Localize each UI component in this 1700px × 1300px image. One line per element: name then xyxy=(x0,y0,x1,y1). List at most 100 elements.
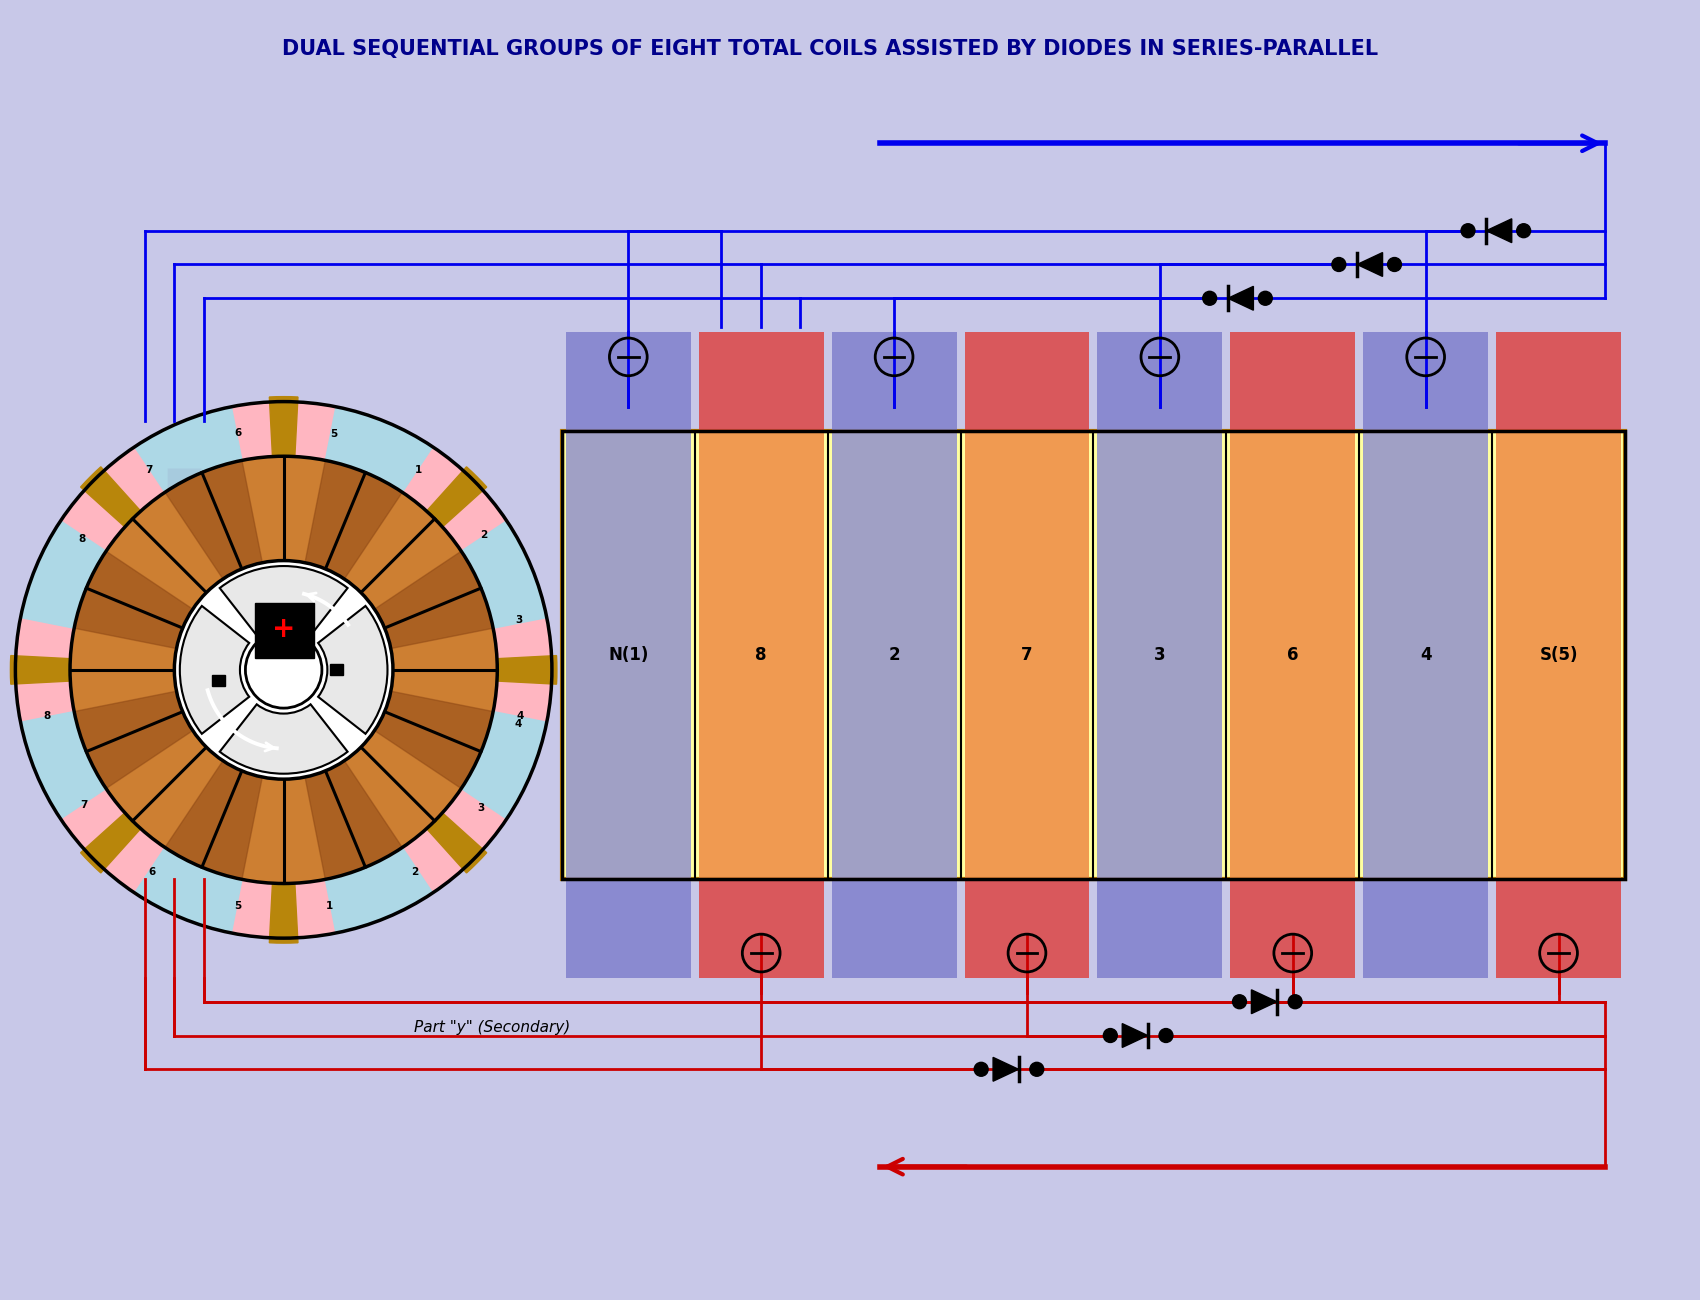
Text: Part "y" (Secondary): Part "y" (Secondary) xyxy=(415,1020,571,1035)
Text: 6: 6 xyxy=(150,867,156,878)
Wedge shape xyxy=(80,803,151,872)
Wedge shape xyxy=(269,396,298,472)
Circle shape xyxy=(1516,224,1530,238)
Circle shape xyxy=(1103,1028,1117,1043)
Text: 4: 4 xyxy=(515,719,522,729)
Text: 8: 8 xyxy=(755,646,767,664)
FancyBboxPatch shape xyxy=(831,879,957,978)
Wedge shape xyxy=(374,551,493,649)
Text: 1: 1 xyxy=(415,465,422,474)
Wedge shape xyxy=(20,710,116,819)
Text: 7: 7 xyxy=(144,465,153,474)
FancyBboxPatch shape xyxy=(1098,432,1222,879)
Text: 5: 5 xyxy=(235,901,241,911)
Wedge shape xyxy=(80,467,151,537)
FancyBboxPatch shape xyxy=(1363,432,1488,879)
Text: 4: 4 xyxy=(1420,646,1431,664)
FancyBboxPatch shape xyxy=(699,432,824,879)
Bar xyxy=(330,664,343,675)
FancyBboxPatch shape xyxy=(563,432,1625,879)
FancyBboxPatch shape xyxy=(1496,332,1622,432)
Wedge shape xyxy=(416,467,486,537)
FancyBboxPatch shape xyxy=(1098,879,1222,978)
FancyBboxPatch shape xyxy=(566,332,690,432)
FancyBboxPatch shape xyxy=(1098,332,1222,432)
Polygon shape xyxy=(1486,218,1511,243)
FancyBboxPatch shape xyxy=(831,432,957,879)
Text: 2: 2 xyxy=(411,867,418,878)
Text: DUAL SEQUENTIAL GROUPS OF EIGHT TOTAL COILS ASSISTED BY DIODES IN SERIES-PARALLE: DUAL SEQUENTIAL GROUPS OF EIGHT TOTAL CO… xyxy=(282,39,1379,58)
Wedge shape xyxy=(416,803,486,872)
Text: 5: 5 xyxy=(330,429,337,439)
Wedge shape xyxy=(269,868,298,942)
Wedge shape xyxy=(323,407,434,502)
Wedge shape xyxy=(75,551,192,649)
Text: 2: 2 xyxy=(479,530,486,540)
Text: 6: 6 xyxy=(1287,646,1299,664)
Wedge shape xyxy=(75,692,192,789)
Circle shape xyxy=(1460,224,1476,238)
FancyBboxPatch shape xyxy=(964,879,1090,978)
Circle shape xyxy=(175,560,393,779)
Text: U: U xyxy=(151,463,298,638)
Wedge shape xyxy=(483,655,558,684)
Wedge shape xyxy=(20,521,116,630)
Wedge shape xyxy=(323,837,434,933)
Text: 3: 3 xyxy=(515,615,524,625)
Circle shape xyxy=(70,456,498,884)
Wedge shape xyxy=(304,760,403,879)
Text: 8: 8 xyxy=(44,711,51,720)
Text: 3: 3 xyxy=(1154,646,1166,664)
FancyBboxPatch shape xyxy=(699,332,824,432)
Circle shape xyxy=(974,1062,988,1076)
FancyBboxPatch shape xyxy=(964,432,1090,879)
Wedge shape xyxy=(318,606,388,733)
Wedge shape xyxy=(134,837,245,933)
FancyBboxPatch shape xyxy=(964,332,1090,432)
Circle shape xyxy=(1202,291,1217,305)
Wedge shape xyxy=(304,460,403,578)
Wedge shape xyxy=(452,521,547,630)
Text: 3: 3 xyxy=(478,803,484,812)
Circle shape xyxy=(245,632,321,708)
Polygon shape xyxy=(1251,989,1277,1014)
Bar xyxy=(212,675,224,686)
FancyBboxPatch shape xyxy=(1363,879,1488,978)
Text: 8: 8 xyxy=(78,533,85,543)
Polygon shape xyxy=(993,1057,1018,1082)
Circle shape xyxy=(1387,257,1401,272)
FancyBboxPatch shape xyxy=(1231,332,1355,432)
Text: S(5): S(5) xyxy=(1538,646,1578,664)
Text: +: + xyxy=(272,615,296,642)
Wedge shape xyxy=(374,692,493,789)
Text: 2: 2 xyxy=(889,646,899,664)
Wedge shape xyxy=(219,566,347,636)
Text: N(1): N(1) xyxy=(609,646,648,664)
Polygon shape xyxy=(1227,286,1253,311)
FancyBboxPatch shape xyxy=(1231,432,1355,879)
Text: 4: 4 xyxy=(517,711,524,720)
Wedge shape xyxy=(165,760,262,879)
Circle shape xyxy=(1159,1028,1173,1043)
Text: 1: 1 xyxy=(326,901,333,911)
Text: T
O
P
I
A: T O P I A xyxy=(1017,473,1081,867)
Wedge shape xyxy=(134,407,245,502)
Circle shape xyxy=(1232,994,1246,1009)
Circle shape xyxy=(1258,291,1272,305)
Wedge shape xyxy=(219,705,347,774)
Text: 7: 7 xyxy=(1022,646,1034,664)
FancyBboxPatch shape xyxy=(1231,879,1355,978)
FancyBboxPatch shape xyxy=(699,879,824,978)
Wedge shape xyxy=(165,460,262,578)
Text: 8: 8 xyxy=(1085,512,1210,688)
FancyBboxPatch shape xyxy=(1496,879,1622,978)
Polygon shape xyxy=(1357,252,1382,277)
Circle shape xyxy=(15,402,552,939)
FancyBboxPatch shape xyxy=(255,603,314,658)
FancyBboxPatch shape xyxy=(566,432,690,879)
Text: 6: 6 xyxy=(235,429,241,438)
Polygon shape xyxy=(1122,1023,1148,1048)
Wedge shape xyxy=(180,606,250,733)
FancyBboxPatch shape xyxy=(831,332,957,432)
Circle shape xyxy=(1331,257,1346,272)
